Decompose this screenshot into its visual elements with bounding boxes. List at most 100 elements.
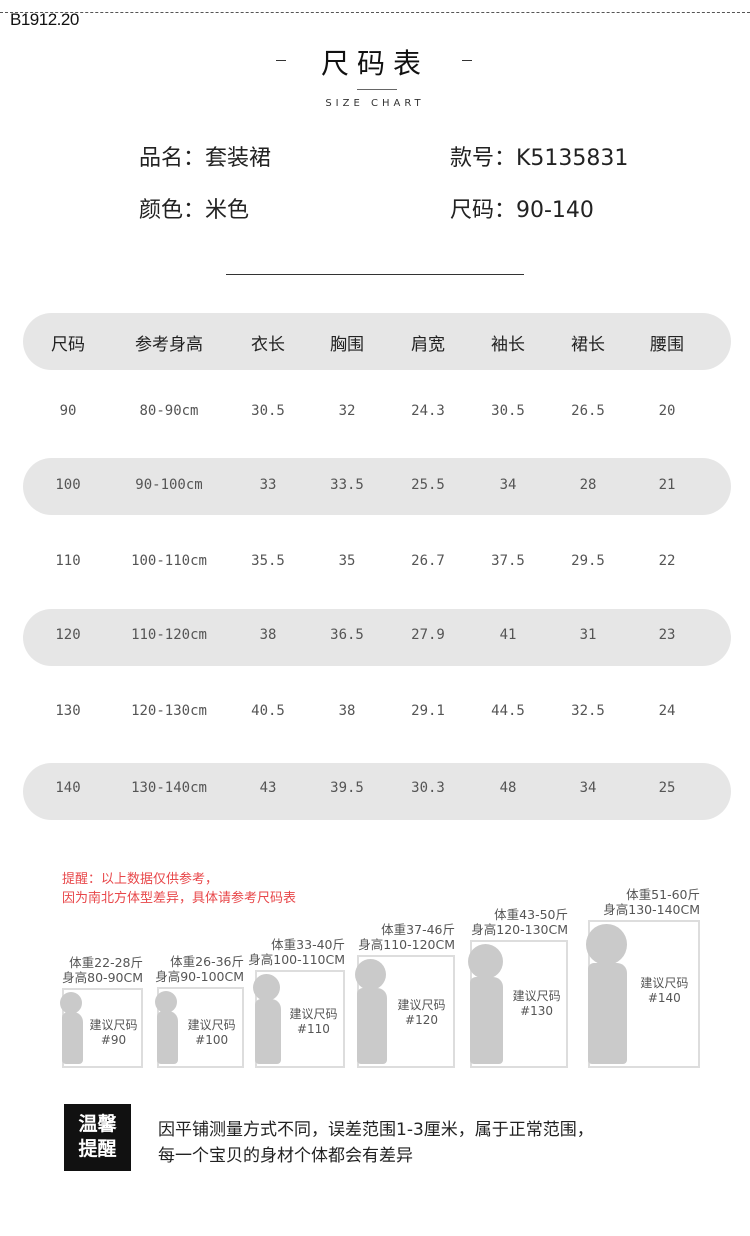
product-color: 颜色：米色 bbox=[139, 198, 250, 223]
page-title: 尺码表 bbox=[320, 47, 429, 80]
child-silhouette-body bbox=[157, 1011, 179, 1064]
table-cell: 90-100cm bbox=[135, 477, 203, 493]
table-cell: 100-110cm bbox=[131, 553, 207, 569]
column-header: 裙长 bbox=[571, 335, 605, 355]
table-cell: 100 bbox=[55, 477, 81, 493]
height-range: 身高100-110CM bbox=[248, 952, 345, 967]
title-underline bbox=[357, 89, 397, 90]
table-cell: 120 bbox=[55, 627, 81, 643]
table-cell: 90 bbox=[59, 403, 77, 419]
child-silhouette-icon bbox=[586, 924, 627, 965]
row-bg bbox=[23, 458, 731, 515]
dashed-border bbox=[0, 12, 750, 13]
column-header: 衣长 bbox=[251, 335, 285, 355]
suggested-size: 建议尺码 #120 bbox=[388, 998, 455, 1028]
table-cell: 23 bbox=[658, 627, 676, 643]
child-silhouette-body bbox=[255, 998, 281, 1064]
height-range: 身高80-90CM bbox=[62, 970, 143, 985]
row-bg bbox=[23, 609, 731, 666]
suggested-size-value: #120 bbox=[405, 1012, 438, 1027]
guide-label: 体重26-36斤 身高90-100CM bbox=[155, 954, 244, 984]
warm-text: 因平铺测量方式不同，误差范围1-3厘米，属于正常范围， bbox=[158, 1120, 594, 1140]
column-header: 肩宽 bbox=[411, 335, 445, 355]
table-cell: 110 bbox=[55, 553, 81, 569]
suggested-size-value: #100 bbox=[195, 1032, 229, 1047]
suggested-size: 建议尺码 #140 bbox=[629, 976, 700, 1006]
suggested-size-value: #90 bbox=[100, 1033, 127, 1048]
warm-text: 每一个宝贝的身材个体都会有差异 bbox=[158, 1146, 413, 1166]
table-cell: 24 bbox=[658, 703, 676, 719]
child-silhouette-body bbox=[470, 977, 504, 1064]
column-header: 腰围 bbox=[650, 335, 684, 355]
suggested-label: 建议尺码 bbox=[187, 1017, 236, 1032]
height-range: 身高90-100CM bbox=[155, 969, 244, 984]
child-silhouette-icon bbox=[155, 991, 178, 1014]
table-cell: 80-90cm bbox=[139, 403, 199, 419]
guide-label: 体重43-50斤 身高120-130CM bbox=[471, 907, 568, 937]
title-dash-left bbox=[276, 60, 286, 61]
suggested-size: 建议尺码 #100 bbox=[179, 1018, 244, 1048]
table-cell: 41 bbox=[499, 627, 517, 643]
warm-reminder-badge: 温馨 提醒 bbox=[64, 1104, 131, 1171]
table-cell: 22 bbox=[658, 553, 676, 569]
child-silhouette-body bbox=[588, 962, 627, 1064]
child-silhouette-body bbox=[357, 988, 387, 1064]
weight-range: 体重51-60斤 bbox=[626, 887, 700, 902]
table-cell: 130 bbox=[55, 703, 81, 719]
child-silhouette-icon bbox=[355, 959, 387, 991]
weight-range: 体重37-46斤 bbox=[381, 922, 455, 937]
table-cell: 34 bbox=[579, 780, 597, 796]
table-cell: 44.5 bbox=[491, 703, 525, 719]
guide-label: 体重22-28斤 身高80-90CM bbox=[62, 955, 143, 985]
table-cell: 31 bbox=[579, 627, 597, 643]
table-cell: 28 bbox=[579, 477, 597, 493]
table-cell: 27.9 bbox=[411, 627, 445, 643]
table-cell: 26.7 bbox=[411, 553, 445, 569]
table-cell: 21 bbox=[658, 477, 676, 493]
table-cell: 36.5 bbox=[330, 627, 364, 643]
table-cell: 32.5 bbox=[571, 703, 605, 719]
table-cell: 30.5 bbox=[491, 403, 525, 419]
suggested-label: 建议尺码 bbox=[397, 997, 446, 1012]
height-range: 身高120-130CM bbox=[471, 922, 568, 937]
title-dash-right bbox=[462, 60, 472, 61]
height-range: 身高110-120CM bbox=[358, 937, 455, 952]
table-cell: 43 bbox=[259, 780, 277, 796]
guide-label: 体重33-40斤 身高100-110CM bbox=[248, 937, 345, 967]
suggested-size-value: #130 bbox=[520, 1003, 554, 1018]
product-name: 品名：套装裙 bbox=[139, 146, 272, 171]
suggested-size: 建议尺码 #130 bbox=[505, 989, 568, 1019]
table-cell: 38 bbox=[338, 703, 356, 719]
style-number: 款号：K5135831 bbox=[450, 146, 629, 171]
suggested-size: 建议尺码 #110 bbox=[282, 1007, 345, 1037]
table-cell: 25.5 bbox=[411, 477, 445, 493]
guide-label: 体重37-46斤 身高110-120CM bbox=[358, 922, 455, 952]
weight-range: 体重22-28斤 bbox=[69, 955, 143, 970]
table-cell: 48 bbox=[499, 780, 517, 796]
table-cell: 40.5 bbox=[251, 703, 285, 719]
table-cell: 20 bbox=[658, 403, 676, 419]
table-cell: 34 bbox=[499, 477, 517, 493]
table-cell: 37.5 bbox=[491, 553, 525, 569]
table-cell: 30.5 bbox=[251, 403, 285, 419]
table-cell: 140 bbox=[55, 780, 81, 796]
child-silhouette-icon bbox=[60, 992, 82, 1014]
child-silhouette-body bbox=[62, 1012, 83, 1064]
child-silhouette-icon bbox=[253, 974, 280, 1001]
column-header: 参考身高 bbox=[135, 335, 203, 355]
table-cell: 110-120cm bbox=[131, 627, 207, 643]
child-silhouette-icon bbox=[468, 944, 504, 980]
weight-range: 体重43-50斤 bbox=[494, 907, 568, 922]
table-cell: 33 bbox=[259, 477, 277, 493]
table-cell: 26.5 bbox=[571, 403, 605, 419]
reminder-line: 提醒：以上数据仅供参考， bbox=[62, 872, 219, 887]
table-cell: 35 bbox=[338, 553, 356, 569]
row-bg bbox=[23, 763, 731, 820]
table-header-bg bbox=[23, 313, 731, 370]
table-cell: 33.5 bbox=[330, 477, 364, 493]
guide-label: 体重51-60斤 身高130-140CM bbox=[603, 887, 700, 917]
table-cell: 38 bbox=[259, 627, 277, 643]
table-cell: 39.5 bbox=[330, 780, 364, 796]
reminder-note: 提醒：以上数据仅供参考， 因为南北方体型差异，具体请参考尺码表 bbox=[62, 870, 296, 908]
table-cell: 29.1 bbox=[411, 703, 445, 719]
